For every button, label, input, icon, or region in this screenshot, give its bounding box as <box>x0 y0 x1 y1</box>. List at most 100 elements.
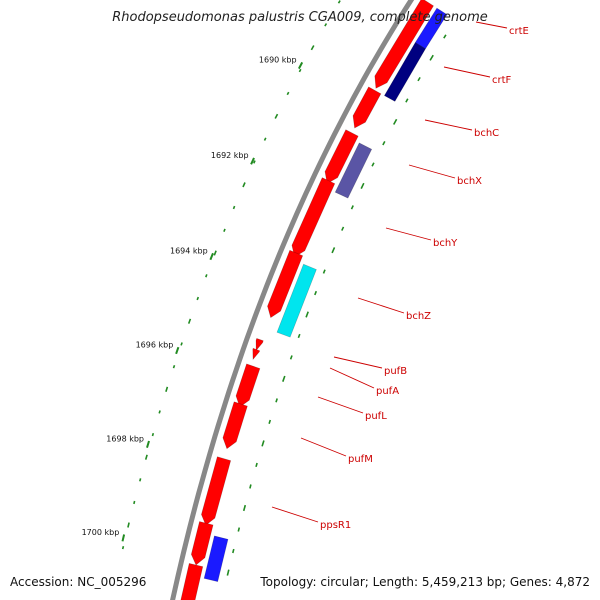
kbp-label: 1694 kbp <box>170 247 208 256</box>
gc-tick <box>371 162 375 167</box>
gc-tick <box>180 342 183 346</box>
gc-tick <box>443 34 447 39</box>
gene-label: bchZ <box>406 311 431 322</box>
gc-tick <box>232 548 235 554</box>
gc-tick <box>274 113 279 119</box>
gene-block <box>190 521 214 566</box>
gene-label: bchY <box>433 238 458 249</box>
gene-label: pufB <box>384 366 407 377</box>
gene-block <box>334 142 373 199</box>
gene-label: crtE <box>509 26 529 37</box>
gene-label: crtF <box>492 75 512 86</box>
genome-backbone <box>170 0 415 600</box>
gene-block <box>374 0 434 89</box>
kbp-label: 1690 kbp <box>259 56 297 65</box>
kbp-label: 1700 kbp <box>82 528 120 537</box>
gc-tick <box>263 137 267 141</box>
kbp-tick <box>175 346 180 355</box>
gene-leader-line <box>424 119 473 131</box>
accession-text: Accession: NC_005296 <box>10 575 147 589</box>
gene-block <box>267 249 304 319</box>
gene-block <box>222 401 248 450</box>
gc-tick <box>158 410 161 414</box>
kbp-tick <box>250 157 255 165</box>
gc-tick <box>139 478 142 482</box>
gene-label: pufM <box>348 454 373 465</box>
gene-label: bchC <box>474 128 499 139</box>
gc-tick <box>305 311 309 318</box>
gc-skew-track <box>121 0 447 576</box>
gc-tick <box>310 45 315 51</box>
gc-tick <box>242 504 247 512</box>
kbp-label: 1692 kbp <box>211 151 249 160</box>
gene-block <box>252 347 261 361</box>
gene-block <box>276 263 317 338</box>
gc-tick <box>322 269 326 274</box>
gc-tick <box>297 333 301 339</box>
gc-tick <box>298 68 302 73</box>
gc-tick <box>341 226 345 231</box>
gc-tick <box>261 440 265 447</box>
gene-leader-line <box>408 164 456 179</box>
gene-label: pufA <box>376 386 399 397</box>
gc-tick <box>429 54 434 61</box>
gene-leader-line <box>475 21 508 29</box>
gc-tick <box>172 364 176 369</box>
gene-block <box>203 535 229 582</box>
gc-tick <box>324 23 328 27</box>
kbp-tick <box>209 252 214 261</box>
gc-tick <box>275 398 278 403</box>
gene-block <box>180 563 204 600</box>
gene-block <box>383 42 426 102</box>
gene-leader-line <box>317 396 364 414</box>
gene-leader-line <box>357 297 405 314</box>
kbp-tick <box>121 534 126 542</box>
gene-block <box>291 177 336 258</box>
gene-label: bchX <box>457 176 482 187</box>
gene-track <box>180 0 448 600</box>
gc-tick <box>289 355 293 360</box>
gene-leader-line <box>443 66 491 78</box>
gc-tick <box>213 250 217 256</box>
gc-tick <box>268 419 272 425</box>
topology-text: Topology: circular; Length: 5,459,213 bp… <box>260 575 590 589</box>
gc-tick <box>165 386 169 392</box>
gene-block <box>201 456 232 526</box>
gc-tick <box>232 205 236 210</box>
gc-tick <box>360 182 365 189</box>
gene-block <box>235 363 261 408</box>
gc-tick <box>144 454 148 460</box>
gc-tick <box>417 76 421 82</box>
gc-tick <box>223 228 226 232</box>
gc-tick <box>151 432 155 437</box>
gc-tick <box>382 141 386 146</box>
gc-tick <box>205 274 208 278</box>
gc-tick <box>121 546 125 550</box>
gc-tick <box>187 318 192 324</box>
gene-labels: crtE crtF bchC bchX bchY bchZ pufB pufA pufL pufM… <box>271 21 529 531</box>
gene-leader-line <box>329 367 375 389</box>
gc-tick <box>282 375 286 382</box>
gc-tick <box>255 462 258 468</box>
gc-tick <box>196 296 200 301</box>
gc-tick <box>405 98 409 103</box>
gene-block <box>324 129 359 184</box>
gene-label: pufL <box>365 411 387 422</box>
kbp-scale: 1690 kbp 1692 kbp 1694 kbp 1696 kbp 1698 kbp… <box>82 56 304 542</box>
gene-block <box>255 338 264 352</box>
gene-leader-line <box>271 506 319 523</box>
gc-tick <box>127 522 130 528</box>
gc-tick <box>331 247 336 254</box>
gene-leader-line <box>385 227 432 241</box>
gc-tick <box>133 500 136 505</box>
gene-block <box>352 86 382 129</box>
gc-tick <box>237 527 241 532</box>
gc-tick <box>242 182 246 188</box>
gene-label: ppsR1 <box>320 520 351 531</box>
gene-leader-line <box>300 437 347 457</box>
map-title: Rhodopseudomonas palustris CGA009, compl… <box>112 10 488 25</box>
backbone-line <box>170 0 415 600</box>
gc-tick <box>337 0 341 4</box>
